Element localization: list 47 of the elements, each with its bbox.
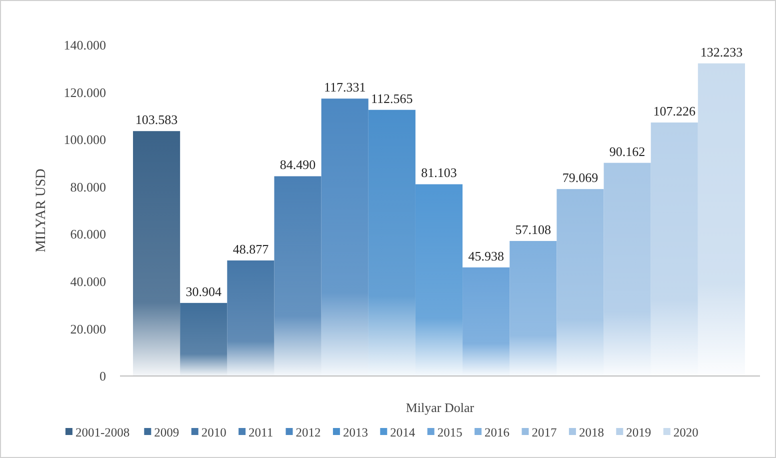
y-axis-title: MILYAR USD	[34, 168, 49, 252]
y-tick-label: 80.000	[70, 179, 106, 194]
bar	[227, 260, 274, 376]
bar	[604, 162, 651, 376]
bar	[368, 110, 416, 376]
data-label: 30.904	[186, 284, 222, 299]
data-label: 117.331	[324, 80, 366, 95]
y-tick-label: 120.000	[64, 84, 106, 100]
data-label: 81.103	[421, 165, 457, 180]
legend-label: 2001-2008	[75, 425, 130, 440]
y-tick-label: 60.000	[70, 226, 106, 242]
bar	[415, 184, 463, 376]
data-label: 45.938	[468, 248, 504, 264]
y-tick-label: 140.000	[64, 38, 106, 53]
data-label: 107.226	[653, 103, 696, 118]
legend-label: 2018	[578, 425, 604, 440]
y-tick-label: 100.000	[64, 132, 106, 148]
y-tick-label: 40.000	[70, 274, 106, 289]
bar	[556, 189, 604, 376]
data-label: 112.565	[371, 90, 413, 106]
data-label: 48.877	[232, 241, 270, 256]
legend-label: 2019	[626, 425, 652, 440]
legend-label: 2012	[296, 425, 321, 440]
legend-label: 2015	[437, 425, 462, 440]
legend-label: 2011	[248, 425, 274, 440]
legend-label: 2017	[532, 425, 557, 440]
data-label: 79.069	[562, 170, 598, 186]
legend-label: 2009	[154, 425, 180, 440]
legend-label: 2010	[201, 425, 226, 440]
legend-label: 2020	[673, 425, 698, 440]
bar	[510, 240, 557, 376]
data-label: 132.233	[700, 44, 743, 60]
data-label: 84.490	[280, 157, 316, 172]
bar	[180, 302, 228, 376]
data-label: 57.108	[515, 222, 552, 237]
bar	[462, 267, 510, 376]
data-label: 103.583	[135, 112, 178, 128]
legend-label: 2014	[390, 425, 416, 440]
legend-label: 2013	[342, 425, 368, 440]
y-tick-label: 20.000	[70, 321, 106, 336]
bar	[274, 176, 322, 376]
bar	[321, 98, 368, 376]
legend-label: 2016	[484, 425, 510, 440]
x-axis-title: Milyar Dolar	[406, 400, 475, 415]
y-tick-label: 0	[100, 368, 106, 384]
data-label: 90.162	[609, 144, 646, 159]
bar	[133, 131, 180, 376]
